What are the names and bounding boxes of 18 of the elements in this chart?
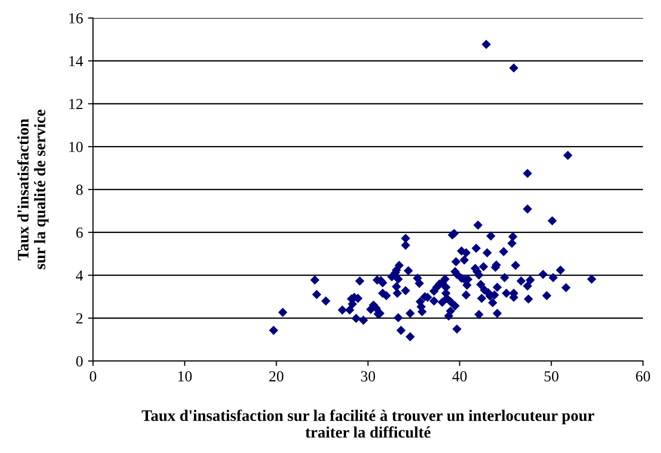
y-axis-title: Taux d'insatisfaction sur la qualité de service (17, 110, 49, 270)
y-tick-label: 6 (76, 228, 83, 238)
x-tick-label: 60 (636, 371, 650, 382)
y-tick-label: 14 (69, 56, 84, 66)
x-tick-label: 10 (178, 371, 192, 382)
y-tick-label: 0 (76, 356, 83, 366)
x-tick-label: 20 (269, 371, 284, 382)
x-tick-label: 30 (361, 371, 376, 382)
x-tick-label: 0 (90, 371, 96, 382)
y-tick-label: 8 (76, 184, 83, 195)
y-tick-label: 4 (76, 270, 84, 281)
y-tick-label: 12 (69, 98, 82, 110)
x-tick-label: 50 (544, 371, 558, 382)
y-tick-label: 2 (76, 313, 82, 324)
y-tick-label: 10 (69, 142, 83, 152)
y-tick-label: 16 (69, 13, 83, 24)
x-tick-label: 40 (452, 371, 467, 382)
x-axis-title: Taux d'insatisfaction sur la facilité à trouver un interlocuteur pour traiter la difficulté (142, 410, 594, 438)
